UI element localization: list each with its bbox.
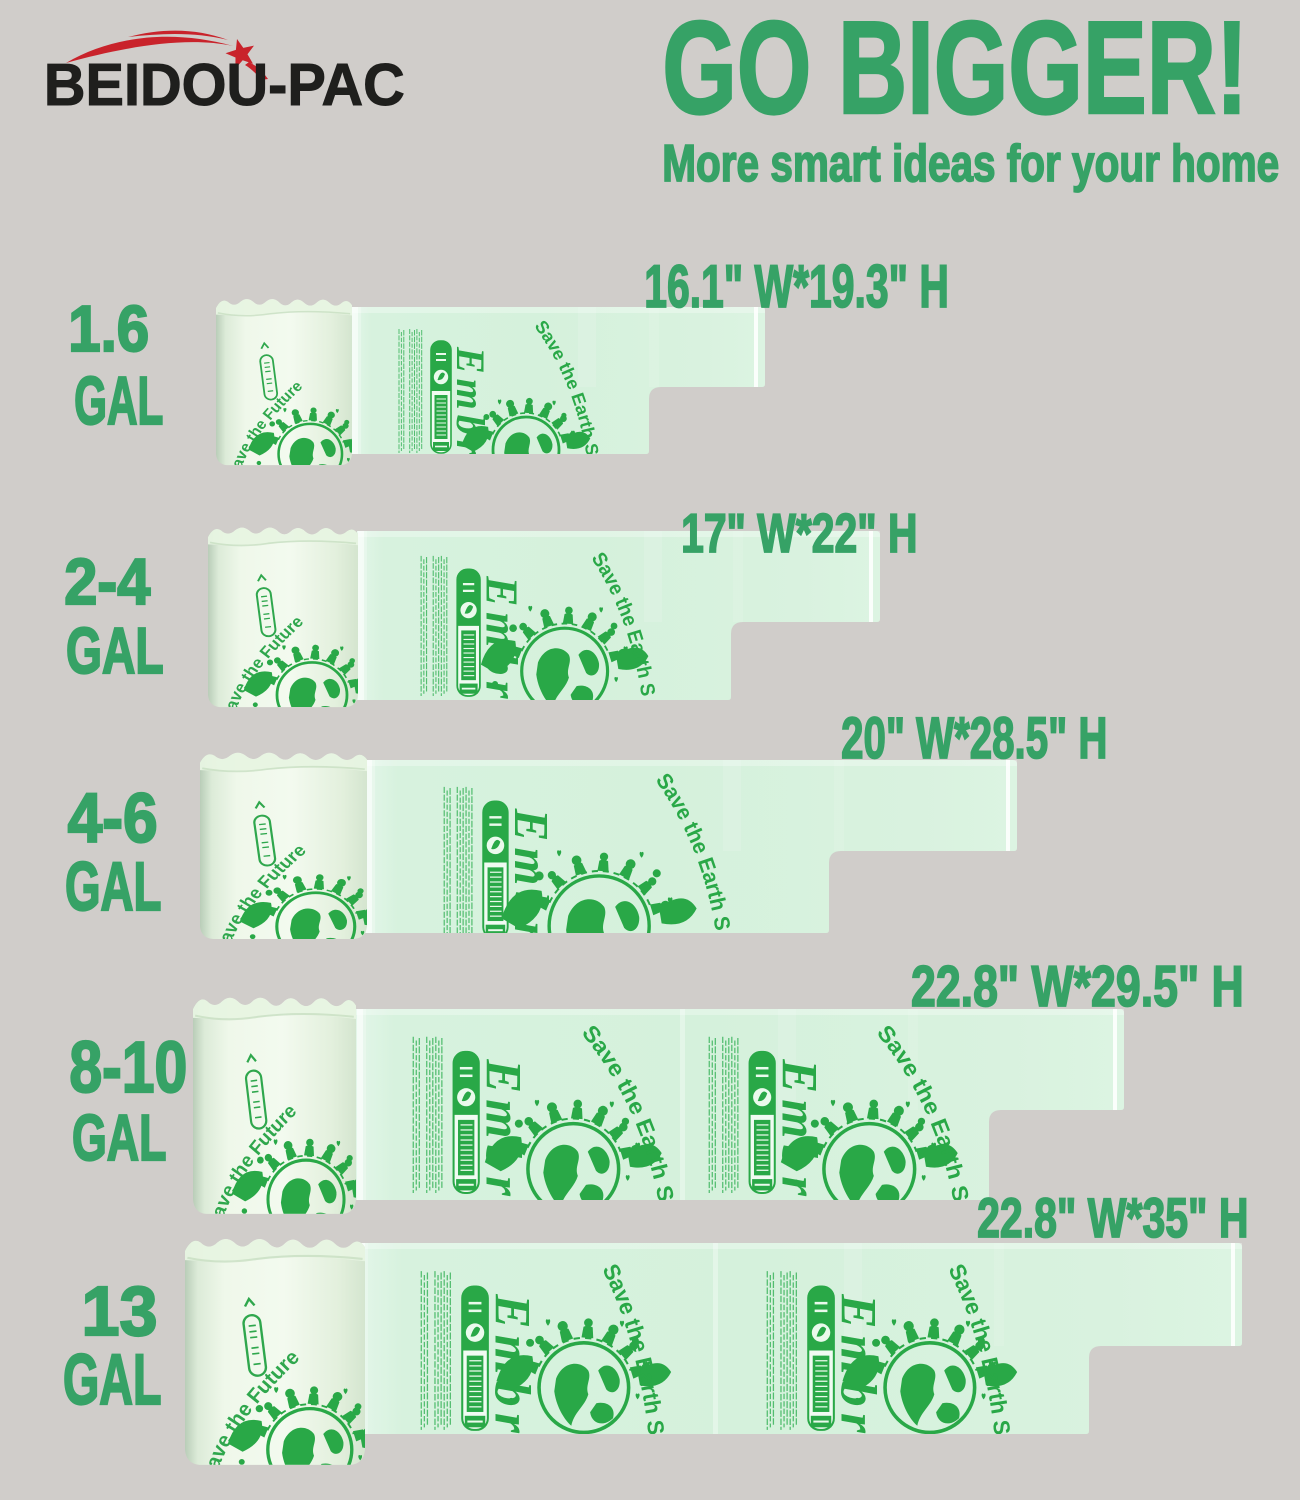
svg-text:1.6: 1.6 bbox=[68, 293, 149, 366]
svg-text:BEIDOU-PAC: BEIDOU-PAC bbox=[44, 52, 405, 118]
svg-text:4-6: 4-6 bbox=[68, 780, 158, 858]
svg-text:More smart ideas for your home: More smart ideas for your home bbox=[662, 134, 1279, 192]
svg-text:22.8" W*35" H: 22.8" W*35" H bbox=[977, 1188, 1248, 1250]
svg-text:Embr: Embr bbox=[771, 1058, 827, 1202]
svg-text:GAL: GAL bbox=[66, 614, 164, 686]
svg-text:2-4: 2-4 bbox=[64, 547, 150, 619]
svg-text:GAL: GAL bbox=[72, 1102, 166, 1174]
svg-text:22.8" W*29.5" H: 22.8" W*29.5" H bbox=[911, 953, 1244, 1018]
svg-text:20" W*28.5" H: 20" W*28.5" H bbox=[841, 704, 1107, 771]
svg-text:8-10: 8-10 bbox=[69, 1027, 187, 1108]
svg-text:GO BIGGER!: GO BIGGER! bbox=[662, 0, 1248, 142]
svg-text:GAL: GAL bbox=[65, 849, 161, 926]
svg-text:17" W*22" H: 17" W*22" H bbox=[681, 503, 917, 564]
svg-text:GAL: GAL bbox=[74, 363, 163, 439]
svg-text:13: 13 bbox=[82, 1271, 158, 1350]
svg-text:GAL: GAL bbox=[63, 1339, 162, 1419]
svg-text:Embr: Embr bbox=[477, 575, 527, 704]
svg-text:Embr: Embr bbox=[475, 1058, 531, 1202]
svg-text:16.1" W*19.3" H: 16.1" W*19.3" H bbox=[644, 252, 949, 320]
